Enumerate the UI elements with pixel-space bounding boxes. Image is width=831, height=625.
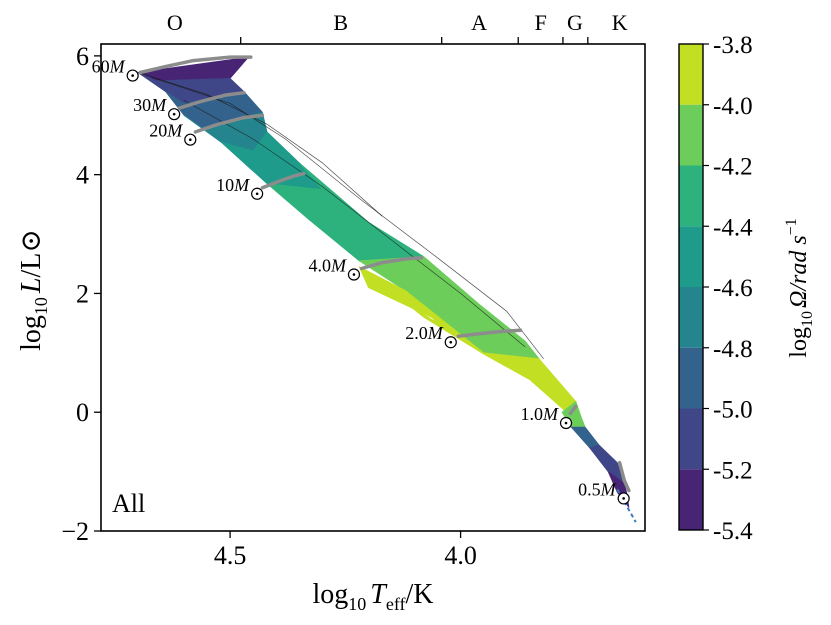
colormap-band-segment — [266, 162, 425, 262]
mass-track-label: 10M — [216, 175, 250, 195]
mass-track-label: 1.0M — [521, 404, 560, 424]
sun-symbol-dot — [188, 138, 192, 142]
mass-track-label: 60M — [92, 57, 126, 77]
spectral-class-label: G — [567, 10, 583, 35]
colorbar — [679, 44, 703, 530]
colorbar-swatch — [679, 287, 703, 348]
sun-symbol-dot — [564, 421, 568, 425]
mass-track — [260, 171, 306, 190]
colorbar-tick-label: -4.4 — [713, 214, 753, 241]
spectral-class-label: O — [167, 10, 183, 35]
colormap-band-segment — [570, 426, 600, 449]
mass-track-label: 20M — [149, 121, 183, 141]
colorbar-swatch — [679, 104, 703, 166]
mass-track — [138, 55, 253, 75]
mass-track — [177, 90, 246, 110]
plot-frame — [100, 43, 646, 532]
mass-track-label: 0.5M — [578, 479, 617, 499]
colorbar-ticks: -3.8 -4.0 -4.2 -4.4 -4.6 -4.8 -5.0 -5.2 -5.4 — [703, 32, 753, 545]
y-axis-label: log10L/L⊙ — [16, 229, 51, 351]
mass-track — [456, 328, 523, 338]
sun-symbol-dot — [622, 497, 625, 500]
colormap-band-segment — [358, 266, 438, 321]
contour-line — [151, 76, 544, 360]
mass-labels: 60M 30M 20M 10M 4.0M 2.0M 1.0M 0.5M — [92, 57, 630, 505]
low-mass-extension — [616, 488, 637, 523]
spectral-class-label: F — [535, 10, 547, 35]
mass-track — [568, 404, 578, 416]
x-axis-label: log10 Teff/K — [312, 579, 433, 614]
sun-symbol-dot — [131, 74, 134, 77]
y-tick-label: −2 — [61, 517, 89, 546]
spectral-class-label: K — [612, 10, 628, 35]
sun-symbol-dot — [449, 340, 453, 344]
mass-track-label: 30M — [133, 95, 167, 115]
colorbar-tick-label: -5.4 — [713, 518, 753, 545]
contour-line — [183, 100, 526, 348]
y-axis-ticks: 6 4 2 0 −2 — [61, 42, 101, 546]
colorbar-frame — [678, 43, 704, 531]
x-tick-label: 4.0 — [444, 541, 477, 570]
colorbar-tick-label: -4.8 — [713, 336, 753, 363]
mass-track — [193, 113, 265, 134]
colorbar-tick-label: -4.2 — [713, 154, 753, 181]
y-tick-label: 6 — [76, 42, 89, 71]
evolutionary-tracks — [138, 55, 631, 493]
x-tick-label: 4.5 — [214, 541, 247, 570]
colorbar-tick-label: -4.0 — [713, 93, 753, 120]
contour-line — [137, 72, 383, 217]
mass-track — [359, 256, 424, 271]
y-tick-label: 4 — [76, 161, 89, 190]
colorbar-tick-label: -5.0 — [713, 397, 753, 424]
colorbar-swatch — [679, 408, 703, 470]
x-axis-ticks: 4.5 4.0 — [214, 531, 477, 570]
spectral-class-label: A — [471, 10, 487, 35]
colorbar-swatch — [679, 347, 703, 409]
colorbar-swatch — [679, 469, 703, 530]
panel-label: All — [112, 489, 145, 518]
mass-track-label: 4.0M — [308, 256, 347, 276]
colorbar-tick-label: -3.8 — [713, 32, 753, 59]
y-tick-label: 2 — [76, 279, 89, 308]
colorbar-swatch — [679, 165, 703, 227]
mass-track — [617, 460, 631, 493]
sun-symbol-dot — [352, 273, 356, 276]
colorbar-label: log10Ω/rad s−1 — [783, 218, 816, 357]
colorbar-tick-label: -5.2 — [713, 457, 753, 484]
colorbar-swatch — [679, 44, 703, 105]
colorbar-tick-label: -4.6 — [713, 275, 753, 302]
colorbar-swatch — [679, 226, 703, 287]
y-tick-label: 0 — [76, 398, 89, 427]
mass-track-label: 2.0M — [405, 323, 444, 343]
spectral-class-label: B — [333, 10, 348, 35]
sun-symbol-dot — [172, 112, 176, 116]
sun-symbol-dot — [255, 192, 259, 196]
